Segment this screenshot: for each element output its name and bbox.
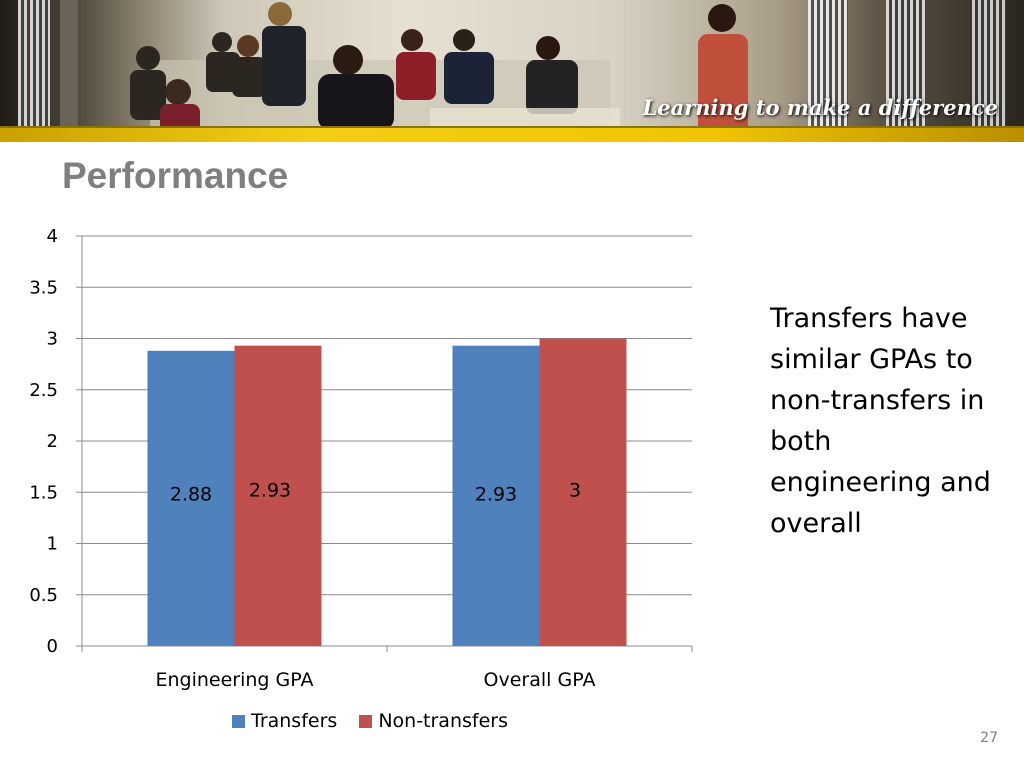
banner-stripe <box>60 0 78 142</box>
y-tick-label: 0.5 <box>29 585 58 606</box>
banner-yellow-band <box>0 128 1024 142</box>
header-banner: Learning to make a difference <box>0 0 1024 142</box>
page-title: Performance <box>62 155 289 196</box>
page-number: 27 <box>980 730 998 746</box>
x-tick-label: Overall GPA <box>484 669 596 690</box>
legend-swatch <box>232 714 245 728</box>
banner-stripe <box>808 0 848 142</box>
y-tick-label: 1 <box>47 534 58 555</box>
chart-legend: Transfers Non-transfers <box>0 710 740 732</box>
bar-transfers <box>147 350 235 646</box>
y-tick-label: 2.5 <box>29 380 58 401</box>
data-label: 2.88 <box>170 483 212 505</box>
y-tick-label: 3 <box>47 329 58 350</box>
banner-stripe <box>18 0 50 142</box>
legend-label: Transfers <box>251 710 338 732</box>
banner-stripe <box>972 0 1006 142</box>
legend-item: Transfers <box>232 710 337 732</box>
legend-swatch <box>359 714 373 728</box>
banner-tagline: Learning to make a difference <box>642 95 998 120</box>
y-tick-label: 3.5 <box>29 277 58 298</box>
data-label: 3 <box>569 479 581 501</box>
y-tick-label: 2 <box>47 431 58 452</box>
classroom-photo <box>130 2 748 142</box>
chart-takeaway-text: Transfers have similar GPAs to non-trans… <box>770 303 991 539</box>
legend-item: Non-transfers <box>359 710 508 732</box>
bar-chart: 0 0.5 1 1.5 2 2.5 3 3.5 4 2.88 2.93 Engineering GPA… <box>0 220 720 750</box>
data-label: 2.93 <box>475 483 517 505</box>
data-label: 2.93 <box>249 479 291 501</box>
y-tick-label: 1.5 <box>29 482 58 503</box>
banner-stripe <box>886 0 926 142</box>
y-tick-label: 4 <box>47 226 58 247</box>
legend-label: Non-transfers <box>378 710 508 732</box>
bar-transfers <box>452 345 540 646</box>
bar-non-transfers <box>539 338 627 646</box>
bar-non-transfers <box>234 345 322 646</box>
banner-divider <box>0 126 1024 128</box>
chart-plot-area: 0 0.5 1 1.5 2 2.5 3 3.5 4 2.88 2.93 Engineering GPA… <box>29 226 693 690</box>
x-tick-label: Engineering GPA <box>155 669 313 690</box>
y-tick-label: 0 <box>47 636 58 657</box>
